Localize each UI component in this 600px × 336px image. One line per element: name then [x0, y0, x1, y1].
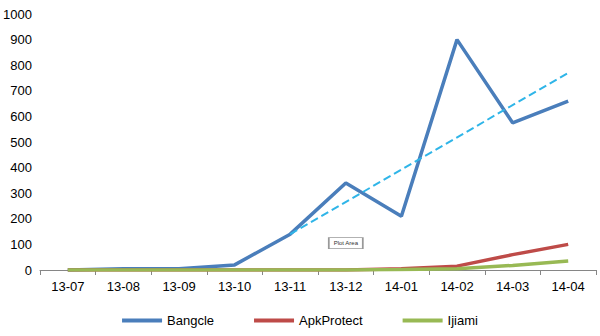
svg-text:700: 700	[10, 83, 32, 98]
svg-text:Ijiami: Ijiami	[448, 313, 478, 328]
svg-text:13-10: 13-10	[218, 279, 251, 294]
svg-text:0: 0	[25, 263, 32, 278]
svg-text:1000: 1000	[3, 7, 32, 22]
svg-text:800: 800	[10, 58, 32, 73]
svg-text:200: 200	[10, 211, 32, 226]
svg-text:14-01: 14-01	[385, 279, 418, 294]
svg-text:14-03: 14-03	[496, 279, 529, 294]
svg-text:13-12: 13-12	[329, 279, 362, 294]
svg-text:300: 300	[10, 186, 32, 201]
svg-text:Plot Area: Plot Area	[334, 240, 359, 246]
svg-text:13-11: 13-11	[274, 279, 306, 294]
svg-text:600: 600	[10, 109, 32, 124]
svg-text:ApkProtect: ApkProtect	[299, 313, 363, 328]
svg-text:13-09: 13-09	[162, 279, 195, 294]
svg-text:100: 100	[10, 237, 32, 252]
svg-text:900: 900	[10, 32, 32, 47]
svg-text:500: 500	[10, 135, 32, 150]
svg-text:13-08: 13-08	[107, 279, 140, 294]
svg-text:14-04: 14-04	[552, 279, 585, 294]
svg-text:400: 400	[10, 160, 32, 175]
svg-text:Bangcle: Bangcle	[167, 313, 214, 328]
svg-text:14-02: 14-02	[440, 279, 473, 294]
svg-text:13-07: 13-07	[51, 279, 84, 294]
